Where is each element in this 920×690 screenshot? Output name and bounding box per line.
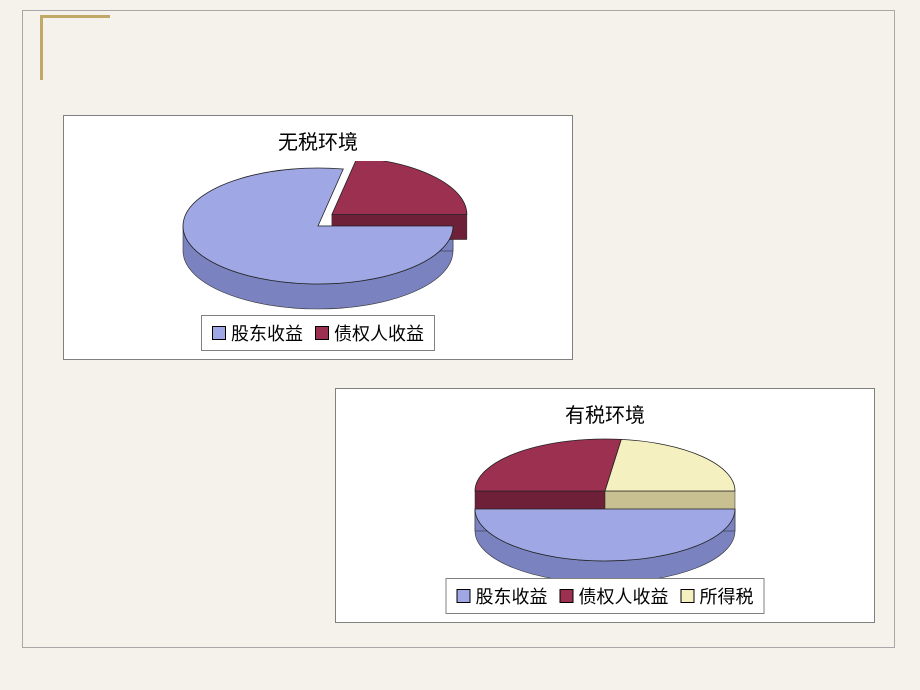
legend-swatch (681, 589, 695, 603)
legend-item: 股东收益 (212, 320, 303, 346)
legend-swatch (315, 326, 329, 340)
chart-no-tax: 无税环境 股东收益 债权人收益 (63, 115, 573, 360)
legend-swatch (560, 589, 574, 603)
legend: 股东收益 债权人收益 所得税 (446, 578, 765, 614)
legend-swatch (457, 589, 471, 603)
legend-item: 债权人收益 (560, 583, 669, 609)
legend-item: 债权人收益 (315, 320, 424, 346)
legend-label: 股东收益 (476, 583, 548, 609)
legend-item: 所得税 (681, 583, 754, 609)
legend-label: 股东收益 (231, 320, 303, 346)
pie-chart (148, 161, 488, 326)
chart-title: 有税环境 (336, 399, 874, 428)
legend-label: 债权人收益 (334, 320, 424, 346)
chart-title: 无税环境 (64, 126, 572, 155)
legend-label: 所得税 (700, 583, 754, 609)
pie-chart (425, 431, 785, 586)
corner-decoration (40, 15, 110, 80)
chart-with-tax: 有税环境 股东收益 债权人收益 所得税 (335, 388, 875, 623)
legend: 股东收益 债权人收益 (201, 315, 435, 351)
legend-label: 债权人收益 (579, 583, 669, 609)
legend-item: 股东收益 (457, 583, 548, 609)
legend-swatch (212, 326, 226, 340)
